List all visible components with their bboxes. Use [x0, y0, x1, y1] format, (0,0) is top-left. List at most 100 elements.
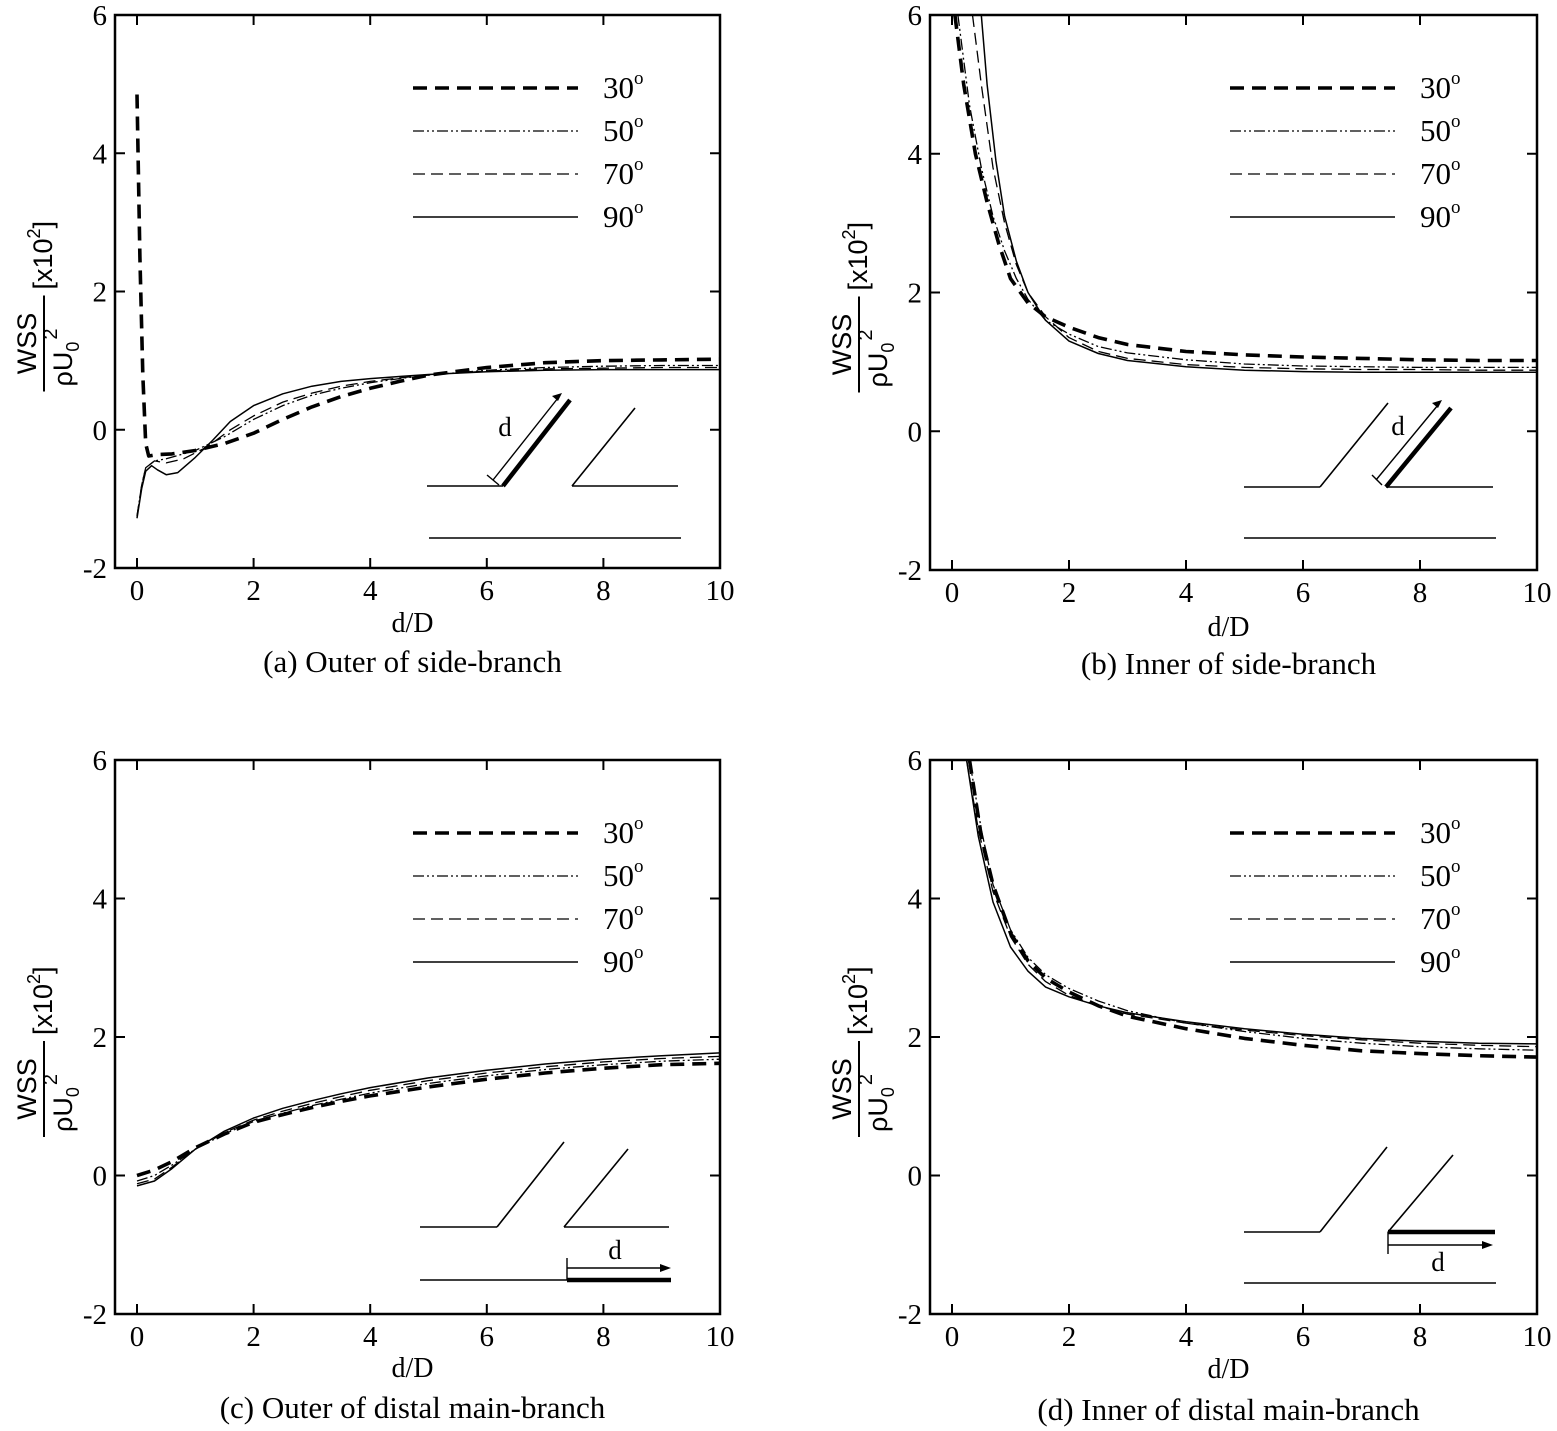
legend-label-degree: o [1451, 813, 1461, 834]
ylabel-scale-end: ] [843, 966, 873, 974]
legend-label-degree: o [1451, 197, 1461, 218]
ylabel-numerator: WSS [827, 1058, 857, 1120]
legend-label-degree: o [634, 856, 644, 877]
ylabel-scale-end: ] [28, 221, 58, 229]
legend-label-degree: o [1451, 899, 1461, 920]
legend-label-90: 90o [1420, 942, 1461, 979]
series-line-70 [136, 366, 720, 517]
y-tick-label: 2 [908, 1022, 923, 1054]
ylabel-den-base: ρU [863, 353, 893, 388]
ylabel-scale-base: [x10 [843, 239, 873, 290]
inset-line [492, 397, 559, 481]
panel-caption: (d) Inner of distal main-branch [1037, 1392, 1420, 1427]
inset-schematic: d [420, 1141, 671, 1283]
legend-label-value: 30 [1420, 70, 1451, 105]
y-tick-label: 0 [93, 1161, 108, 1193]
inset-line [571, 407, 636, 487]
y-tick-label: 2 [93, 277, 108, 309]
inset-label: d [498, 412, 512, 442]
x-tick-label: 0 [130, 575, 145, 607]
inset-label: d [608, 1235, 622, 1265]
x-tick-label: 0 [945, 577, 960, 609]
y-tick-label: 4 [93, 884, 108, 916]
ylabel-den-sub: 0 [878, 1087, 898, 1097]
y-tick-label: -2 [83, 553, 107, 585]
x-tick-label: 0 [130, 1321, 145, 1353]
ylabel-scale-sup: 2 [24, 974, 44, 984]
legend-label-degree: o [1451, 111, 1461, 132]
x-tick-label: 2 [246, 575, 261, 607]
legend-label-value: 70 [1420, 901, 1451, 936]
legend-label-value: 50 [603, 858, 634, 893]
y-tick-label: -2 [898, 555, 922, 587]
series-group [136, 1052, 720, 1187]
x-tick-label: 0 [945, 1321, 960, 1353]
y-tick-label: -2 [898, 1299, 922, 1331]
legend-label-degree: o [1451, 154, 1461, 175]
ylabel-denominator: ρU02 [40, 329, 83, 387]
y-tick-label: 2 [93, 1022, 108, 1054]
x-tick-label: 8 [1413, 1321, 1428, 1353]
x-axis-label: d/D [1208, 612, 1250, 643]
x-axis-label: d/D [1208, 1354, 1250, 1385]
ylabel-denominator: ρU02 [855, 330, 898, 388]
ylabel-scale-sup: 2 [839, 229, 859, 239]
ylabel-scale: [x102] [24, 966, 58, 1035]
legend-label-value: 50 [1420, 858, 1451, 893]
legend-label-degree: o [634, 942, 644, 963]
x-tick-label: 10 [706, 1321, 735, 1353]
ylabel-scale-sup: 2 [839, 974, 859, 984]
series-group [965, 760, 1537, 1059]
ylabel-scale-base: [x10 [28, 238, 58, 289]
y-axis-label: WSS ρU02 [x102] [12, 966, 83, 1137]
x-axis-label: d/D [392, 608, 434, 639]
x-tick-label: 8 [596, 575, 611, 607]
inset-arrowhead [1482, 1241, 1493, 1249]
legend-label-value: 90 [1420, 199, 1451, 234]
y-tick-label: 4 [908, 884, 923, 916]
inset-line [501, 398, 572, 488]
series-line-70 [971, 15, 1537, 371]
x-tick-label: 4 [363, 1321, 378, 1353]
x-tick-label: 4 [1179, 1321, 1194, 1353]
ylabel-denominator: ρU02 [40, 1074, 83, 1132]
series-line-50 [968, 760, 1537, 1051]
y-tick-label: -2 [83, 1299, 107, 1331]
x-tick-label: 4 [363, 575, 378, 607]
inset-arrowhead [660, 1264, 671, 1272]
legend-label-30: 30o [603, 813, 644, 850]
x-tick-label: 6 [1296, 577, 1311, 609]
ylabel-denominator: ρU02 [855, 1074, 898, 1132]
x-tick-label: 10 [1523, 577, 1552, 609]
y-axis-label: WSS ρU02[x102] [827, 966, 898, 1137]
y-tick-label: 0 [908, 416, 923, 448]
legend-label-value: 50 [1420, 113, 1451, 148]
legend-label-degree: o [1451, 68, 1461, 89]
legend-label-degree: o [634, 68, 644, 89]
legend-label-70: 70o [603, 154, 644, 191]
ylabel-numerator: WSS [12, 1058, 42, 1120]
legend-label-50: 50o [1420, 856, 1461, 893]
legend-label-30: 30o [603, 68, 644, 105]
y-axis-label: WSS ρU02[x102] [12, 221, 83, 392]
legend-label-50: 50o [1420, 111, 1461, 148]
ylabel-den-base: ρU [48, 1097, 78, 1132]
inset-line [1371, 474, 1383, 486]
ylabel-den-base: ρU [48, 352, 78, 387]
panel-caption: (b) Inner of side-branch [1081, 646, 1377, 681]
ylabel-den-base: ρU [863, 1097, 893, 1132]
series-line-30 [953, 15, 1537, 363]
series-line-30 [967, 760, 1537, 1059]
x-tick-label: 8 [596, 1321, 611, 1353]
inset-label: d [1431, 1247, 1445, 1277]
series-group [135, 94, 720, 519]
legend-label-value: 70 [603, 901, 634, 936]
x-tick-label: 10 [1523, 1321, 1552, 1353]
legend-label-50: 50o [603, 111, 644, 148]
inset-schematic: d [427, 393, 681, 539]
x-tick-label: 2 [1062, 577, 1077, 609]
